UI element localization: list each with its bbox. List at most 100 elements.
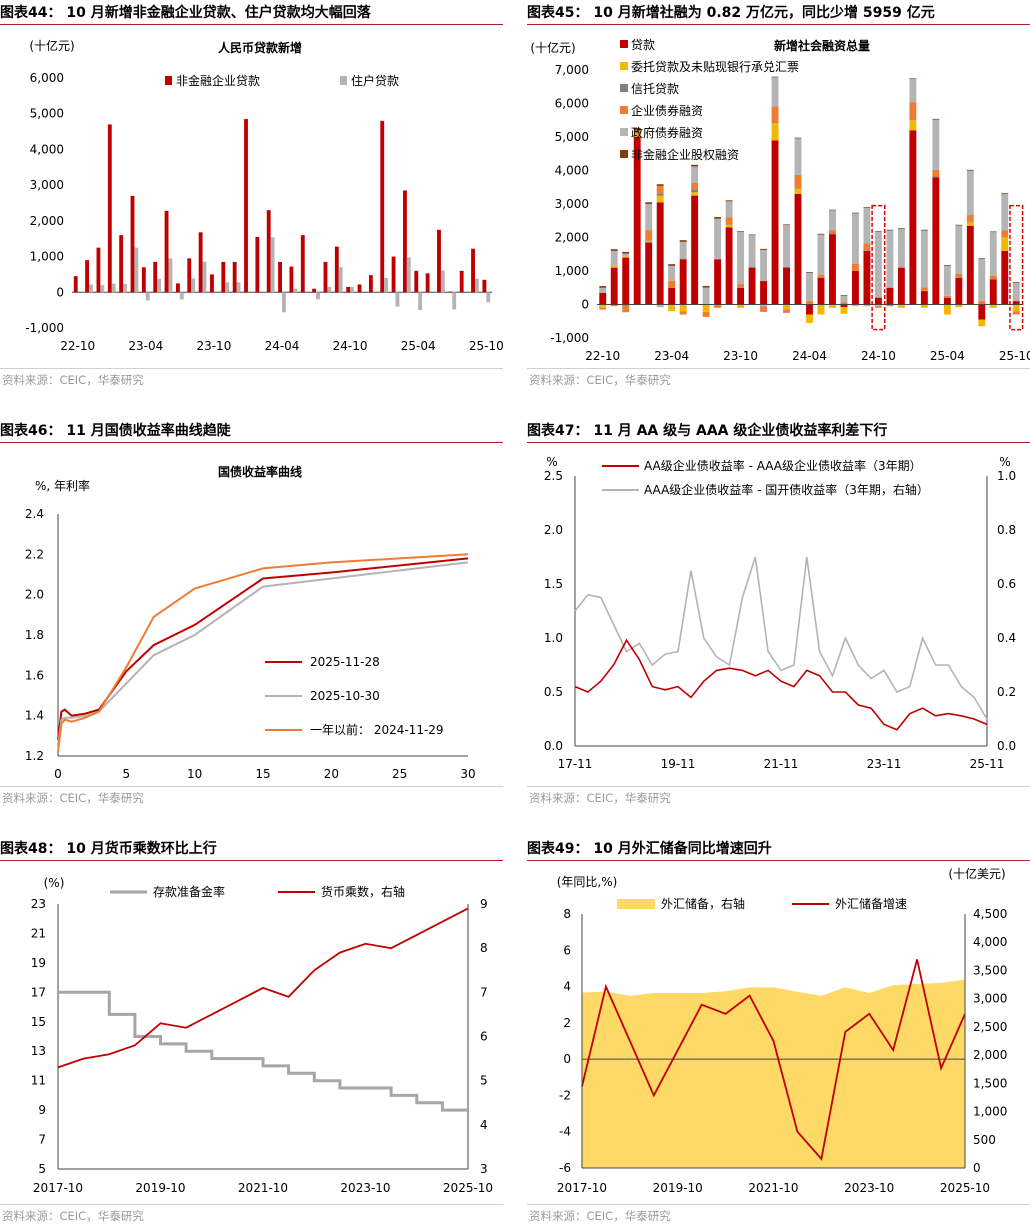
bar-segment xyxy=(760,249,767,282)
bar-segment xyxy=(702,305,710,312)
bar-segment xyxy=(966,221,974,223)
bar-household xyxy=(236,282,241,293)
y-tick-label: 2.0 xyxy=(25,588,44,602)
bar-corporate xyxy=(437,229,441,293)
chart-new-loans: (十亿元) 人民币贷款新增 -1,000 0 1,000 2,000 3,000 4,000 5… xyxy=(25,38,503,353)
series-line xyxy=(581,959,966,1161)
bar-segment xyxy=(852,271,859,305)
bar-segment xyxy=(679,241,687,259)
legend-label: 委托贷款及未贴现银行承兑汇票 xyxy=(631,60,799,74)
legend-label: 货币乘数，右轴 xyxy=(321,884,405,899)
bar-segment xyxy=(989,279,997,305)
bar-segment xyxy=(920,229,928,231)
x-tick-label: 10 xyxy=(187,767,202,781)
bar-household xyxy=(225,282,230,293)
bar-household xyxy=(191,278,196,293)
y-tick-label: 7 xyxy=(38,1133,46,1147)
bar-segment xyxy=(737,284,745,288)
bar-household xyxy=(168,258,173,293)
bar-segment xyxy=(1012,311,1020,315)
bar-segment xyxy=(783,309,790,313)
x-tick-label: 23-10 xyxy=(196,339,231,353)
bar-segment xyxy=(599,307,607,310)
panel-fx-reserves: 图表49： 10 月外汇储备同比增速回升 (年同比,%) (十亿美元) -6 -4 -2… xyxy=(527,836,1030,1227)
y-tick-label: 0 xyxy=(56,285,64,299)
bar-segment xyxy=(943,304,951,315)
bar-segment xyxy=(943,297,951,305)
unit-left: (年同比,%) xyxy=(557,875,618,889)
x-tick-label: 2019-10 xyxy=(653,1181,703,1195)
legend-swatch xyxy=(620,106,628,114)
bar-corporate xyxy=(357,284,362,293)
bar-segment xyxy=(932,118,940,120)
unit-label: (十亿元) xyxy=(530,40,575,55)
bar-corporate xyxy=(312,288,317,293)
bar-segment xyxy=(691,195,699,305)
y-axis-label: %, 年利率 xyxy=(35,478,90,493)
y2-tick-label: 1.0 xyxy=(997,469,1016,483)
bar-segment xyxy=(897,228,905,268)
bar-segment xyxy=(691,192,699,196)
panel-tsf: 图表45： 10 月新增社融为 0.82 万亿元，同比少增 5959 亿元 (十… xyxy=(527,0,1030,390)
legend-label: 2025-11-28 xyxy=(310,655,380,669)
y2-tick-label: 0.8 xyxy=(997,523,1016,537)
y2-tick-label: 3 xyxy=(480,1162,488,1176)
bar-household xyxy=(406,257,411,293)
bar-segment xyxy=(737,287,745,305)
y-tick-label: 7,000 xyxy=(555,63,589,77)
x-tick-label: 2021-10 xyxy=(748,1181,798,1195)
bar-segment xyxy=(714,217,722,219)
bar-segment xyxy=(829,304,836,308)
bar-segment xyxy=(978,258,986,301)
bar-segment xyxy=(702,311,710,317)
legend-swatch xyxy=(340,76,347,85)
x-tick-label: 25 xyxy=(392,767,407,781)
bar-household xyxy=(316,292,320,300)
source-note: 资料来源：CEIC，华泰研究 xyxy=(2,373,144,387)
bar-household xyxy=(202,261,207,293)
bar-segment xyxy=(852,304,859,307)
x-tick-label: 2017-10 xyxy=(33,1181,83,1195)
bar-segment xyxy=(1001,250,1009,305)
bar-corporate xyxy=(391,256,396,293)
bar-segment xyxy=(714,218,722,259)
x-tick-label: 30 xyxy=(460,767,475,781)
bar-segment xyxy=(1012,304,1020,312)
bar-segment xyxy=(1001,192,1009,194)
bar-segment xyxy=(874,306,882,308)
bar-segment xyxy=(599,287,607,293)
bar-segment xyxy=(645,242,653,305)
bar-segment xyxy=(989,232,997,276)
bar-segment xyxy=(874,304,882,307)
y-tick-label: 17 xyxy=(31,985,46,999)
x-tick-label: 25-11 xyxy=(970,757,1005,771)
bar-household xyxy=(293,288,298,293)
bar-segment xyxy=(829,234,836,305)
legend-swatch xyxy=(620,84,628,92)
bar-segment xyxy=(691,164,699,167)
bar-segment xyxy=(725,200,733,202)
bar-segment xyxy=(679,311,687,315)
bar-segment xyxy=(783,266,790,268)
x-tick-label: 23-04 xyxy=(128,339,163,353)
legend-label: 非金融企业股权融资 xyxy=(631,147,739,162)
bar-segment xyxy=(622,257,630,305)
legend-label: 住户贷款 xyxy=(351,73,399,88)
bar-segment xyxy=(943,295,951,298)
chart-credit-spread: % % 0.0 0.5 1.0 1.5 2.0 2.5 0.0 0.2 0.4 0.6 0.8 1.0 17… xyxy=(544,455,1016,771)
bar-segment xyxy=(943,264,951,266)
bar-segment xyxy=(955,277,963,305)
y2-tick-label: 4,500 xyxy=(973,907,1007,921)
legend-label: 政府债券融资 xyxy=(631,125,703,140)
unit-label: (十亿元) xyxy=(29,38,74,53)
bar-segment xyxy=(1001,230,1009,238)
x-tick-label: 21-11 xyxy=(764,757,799,771)
y2-tick-label: 1,000 xyxy=(973,1105,1007,1119)
bar-segment xyxy=(840,295,848,303)
bar-segment xyxy=(668,264,676,266)
bar-segment xyxy=(806,304,813,315)
legend-swatch xyxy=(617,899,655,909)
y2-tick-label: 8 xyxy=(480,941,488,955)
bar-household xyxy=(395,292,400,307)
bar-segment xyxy=(714,304,722,308)
